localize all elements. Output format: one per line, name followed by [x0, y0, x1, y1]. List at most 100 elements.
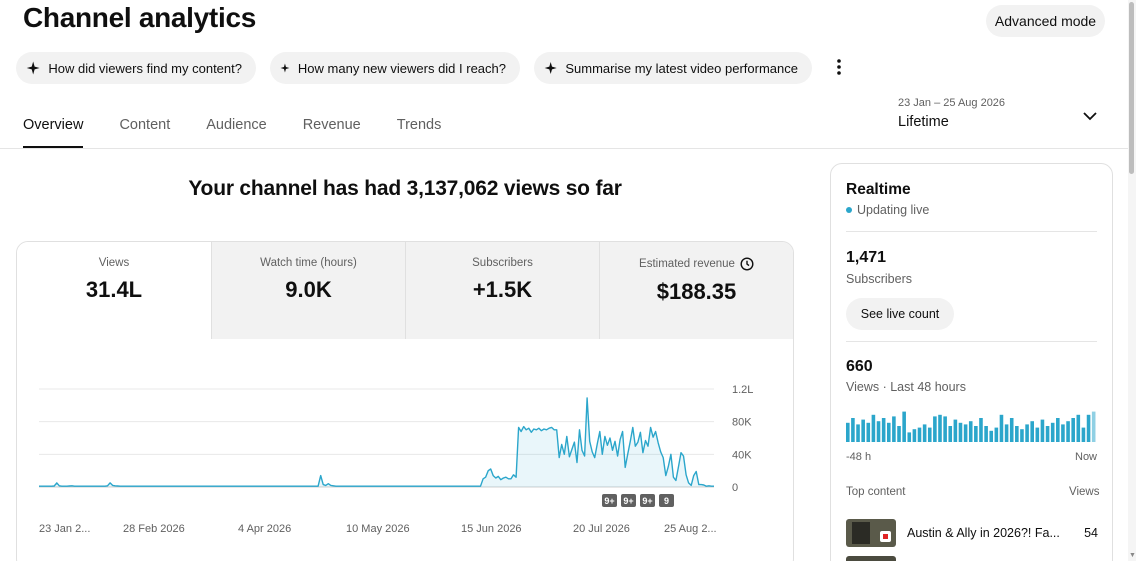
video-thumbnail [846, 519, 896, 547]
prompt-chip-label: Summarise my latest video performance [565, 60, 798, 76]
views-chart-svg: 0 40K 80K 1.2L 23 Jan 2... 28 Feb 2026 4 Apr 2… [39, 384, 753, 535]
live-status-label: Updating live [857, 203, 930, 217]
metric-tab-views[interactable]: Views 31.4L [17, 242, 211, 339]
realtime-bar [1061, 424, 1065, 442]
realtime-bar [999, 414, 1004, 442]
realtime-title: Realtime [846, 181, 911, 198]
realtime-bar [958, 422, 963, 442]
tab-overview[interactable]: Overview [23, 117, 84, 148]
y-tick-label: 0 [732, 482, 738, 494]
realtime-bar [1071, 418, 1075, 442]
realtime-axis-end: Now [1075, 451, 1098, 463]
realtime-bar [907, 432, 912, 442]
y-tick-label: 40K [732, 449, 752, 461]
views-chart: 0 40K 80K 1.2L 23 Jan 2... 28 Feb 2026 4 Apr 2… [17, 339, 793, 561]
x-tick-label: 10 May 2026 [346, 523, 410, 535]
prompt-chip-summarise-video[interactable]: Summarise my latest video performance [534, 52, 812, 84]
realtime-bar [1009, 418, 1014, 442]
realtime-bar [979, 418, 983, 442]
date-range-label: Lifetime [898, 114, 949, 130]
views-area-fill [39, 398, 714, 487]
annotation-badge [602, 494, 617, 507]
realtime-bar [902, 411, 906, 442]
date-range-dates: 23 Jan – 25 Aug 2026 [898, 97, 1006, 109]
tab-content[interactable]: Content [119, 117, 171, 133]
realtime-bar [1025, 424, 1029, 442]
prompt-chip-viewers-found[interactable]: How did viewers find my content? [16, 52, 256, 84]
top-content-views-label: Views [1069, 486, 1100, 498]
annotation-badge-label: 9 [664, 496, 669, 506]
see-live-count-button[interactable]: See live count [846, 298, 954, 330]
live-dot-icon [846, 207, 852, 213]
annotation-badge [621, 494, 636, 507]
chevron-down-icon[interactable] [1082, 108, 1098, 129]
realtime-bar [846, 422, 850, 442]
realtime-bar [994, 427, 999, 442]
realtime-bar [948, 426, 953, 442]
metric-value: +1.5K [472, 277, 533, 302]
scroll-down-arrow-icon[interactable]: ▼ [1129, 552, 1136, 559]
realtime-axis-start: -48 h [846, 451, 872, 463]
metric-value: $188.35 [656, 279, 737, 304]
annotation-badge [659, 494, 674, 507]
date-range-selector[interactable]: 23 Jan – 25 Aug 2026 Lifetime [898, 97, 1005, 130]
y-tick-label: 1.2L [732, 384, 753, 396]
tab-revenue[interactable]: Revenue [302, 117, 361, 133]
metric-label: Views [98, 257, 130, 269]
metrics-card: Views 31.4L Watch time (hours) 9.0K Subs… [16, 241, 794, 561]
views-series-line [39, 397, 714, 487]
more-options-icon[interactable] [830, 56, 848, 78]
analytics-tabs: Overview Content Audience Revenue Trends [23, 117, 477, 148]
realtime-bar [989, 430, 994, 442]
realtime-bar [886, 422, 891, 442]
metric-tab-watch-time[interactable]: Watch time (hours) 9.0K [211, 242, 405, 339]
realtime-bar [866, 422, 871, 442]
x-tick-label: 4 Apr 2026 [238, 523, 291, 535]
realtime-bar [917, 427, 922, 442]
tab-trends[interactable]: Trends [396, 117, 442, 133]
realtime-bar [1086, 414, 1091, 442]
realtime-card: Realtime Updating live 1,471 Subscribers… [830, 163, 1113, 561]
scrollbar-thumb[interactable] [1129, 2, 1134, 174]
realtime-bar [953, 419, 958, 442]
tab-audience[interactable]: Audience [206, 117, 267, 133]
realtime-bar [892, 416, 896, 442]
realtime-bar [871, 414, 876, 442]
realtime-bar [1020, 429, 1024, 442]
realtime-bar [963, 424, 968, 442]
annotation-badge-label: 9+ [623, 496, 633, 506]
sparkle-icon [26, 61, 40, 75]
page-scrollbar[interactable]: ▼ [1128, 0, 1136, 561]
realtime-bar [968, 421, 973, 442]
realtime-bar [856, 424, 860, 442]
realtime-bar [881, 418, 886, 442]
realtime-bar [1081, 427, 1086, 442]
metric-tab-revenue[interactable]: Estimated revenue $188.35 [599, 242, 793, 339]
annotation-badge-label: 9+ [604, 496, 614, 506]
x-tick-label: 25 Aug 2... [664, 523, 717, 535]
advanced-mode-button[interactable]: Advanced mode [986, 5, 1105, 37]
views-headline: Your channel has had 3,137,062 views so … [188, 177, 622, 200]
x-tick-label: 15 Jun 2026 [461, 523, 522, 535]
realtime-subscribers-label: Subscribers [846, 272, 912, 286]
realtime-bar [1091, 411, 1096, 442]
metric-label: Estimated revenue [639, 258, 735, 270]
video-thumbnail [846, 556, 896, 561]
sparkle-icon [544, 61, 557, 75]
top-content-item[interactable]: Austin & Ally in 2026?! Fa... 54 [846, 518, 1098, 548]
realtime-bar [974, 426, 978, 442]
prompt-chips: How did viewers find my content? How man… [16, 52, 812, 84]
realtime-bar [1066, 421, 1070, 442]
prompt-chip-new-viewers[interactable]: How many new viewers did I reach? [270, 52, 520, 84]
prompt-chip-label: How many new viewers did I reach? [297, 60, 506, 76]
top-content-views: 54 [1084, 526, 1098, 540]
metric-tab-subscribers[interactable]: Subscribers +1.5K [405, 242, 599, 339]
realtime-bar [1076, 414, 1081, 442]
realtime-bar [1056, 418, 1060, 442]
top-content-label: Top content [846, 486, 906, 498]
metric-label: Watch time (hours) [260, 257, 357, 269]
sparkle-icon [280, 63, 290, 73]
page-title: Channel analytics [23, 2, 256, 33]
metric-value: 31.4L [85, 277, 143, 302]
metric-value: 9.0K [285, 277, 332, 302]
